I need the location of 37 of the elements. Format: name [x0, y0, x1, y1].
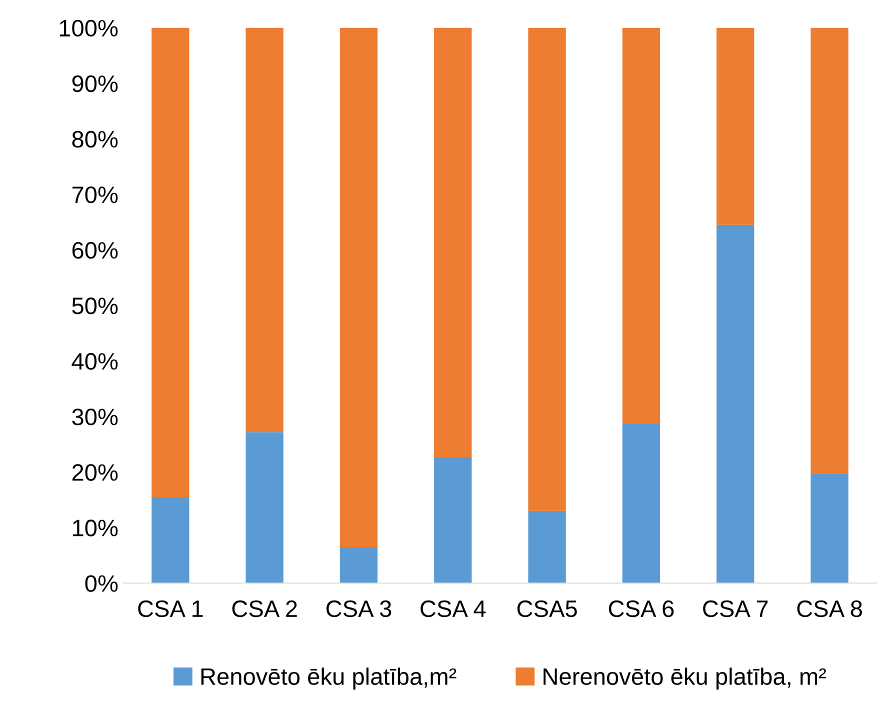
- y-tick-label: 70%: [72, 186, 118, 204]
- x-tick-label: CSA5: [517, 600, 577, 618]
- y-tick-label: 60%: [72, 242, 118, 259]
- y-tick-label: 0%: [85, 575, 118, 592]
- bar: [716, 224, 754, 584]
- y-tick-label: 30%: [72, 408, 118, 426]
- x-tick-label: CSA 1: [138, 600, 203, 618]
- x-tick-label: CSA 8: [797, 600, 862, 618]
- x-tick-label: CSA 2: [232, 600, 297, 618]
- bar: [152, 28, 190, 498]
- bar: [434, 457, 472, 584]
- legend-label: Renovēto ēku platība,m²: [201, 668, 456, 690]
- x-tick-label: CSA 6: [608, 600, 674, 618]
- bar: [246, 432, 284, 584]
- bar: [340, 547, 378, 584]
- bar: [152, 497, 190, 584]
- y-tick-label: 100%: [60, 20, 118, 37]
- bar: [434, 28, 472, 458]
- legend-label: Nerenovēto ēku platība, m²: [544, 668, 826, 690]
- bar: [716, 28, 754, 225]
- bar: [528, 28, 566, 511]
- bar: [622, 423, 660, 584]
- y-tick-label: 50%: [72, 298, 118, 314]
- bar: [810, 473, 848, 584]
- y-tick-label: 10%: [73, 520, 118, 536]
- x-tick-label: CSA 3: [326, 600, 392, 618]
- y-tick-label: 40%: [72, 353, 118, 370]
- bar: [340, 28, 378, 548]
- bar: [810, 28, 848, 474]
- y-tick-label: 80%: [72, 130, 118, 148]
- y-tick-label: 90%: [72, 75, 118, 92]
- x-tick-label: CSA 7: [703, 600, 768, 618]
- y-tick-label: 20%: [72, 464, 118, 481]
- x-tick-label: CSA 4: [420, 600, 486, 618]
- bar: [622, 28, 660, 424]
- bar: [246, 28, 284, 432]
- bar: [528, 510, 566, 584]
